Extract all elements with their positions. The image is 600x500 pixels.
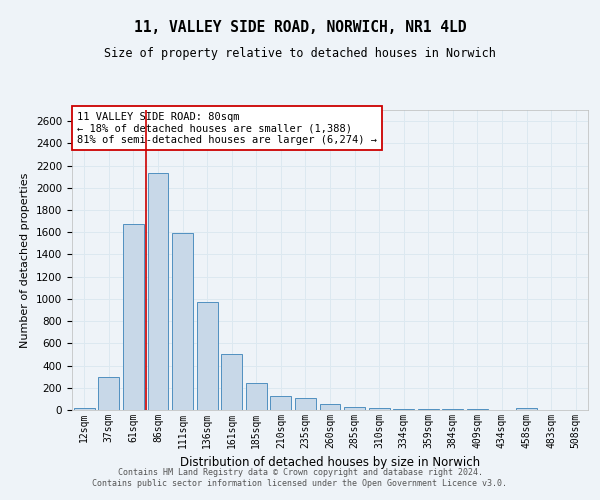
Bar: [295, 398, 316, 410]
Bar: [246, 383, 267, 410]
Y-axis label: Number of detached properties: Number of detached properties: [20, 172, 31, 348]
Bar: [368, 408, 389, 410]
Text: 11, VALLEY SIDE ROAD, NORWICH, NR1 4LD: 11, VALLEY SIDE ROAD, NORWICH, NR1 4LD: [134, 20, 466, 35]
Bar: [418, 408, 439, 410]
Bar: [123, 224, 144, 410]
Bar: [172, 234, 193, 410]
Text: 11 VALLEY SIDE ROAD: 80sqm
← 18% of detached houses are smaller (1,388)
81% of s: 11 VALLEY SIDE ROAD: 80sqm ← 18% of deta…: [77, 112, 377, 144]
Bar: [271, 396, 292, 410]
Bar: [516, 408, 537, 410]
X-axis label: Distribution of detached houses by size in Norwich: Distribution of detached houses by size …: [180, 456, 480, 469]
Bar: [393, 408, 414, 410]
Bar: [467, 408, 488, 410]
Bar: [148, 174, 169, 410]
Bar: [320, 404, 340, 410]
Text: Size of property relative to detached houses in Norwich: Size of property relative to detached ho…: [104, 48, 496, 60]
Bar: [74, 408, 95, 410]
Text: Contains HM Land Registry data © Crown copyright and database right 2024.
Contai: Contains HM Land Registry data © Crown c…: [92, 468, 508, 487]
Bar: [221, 354, 242, 410]
Bar: [98, 377, 119, 410]
Bar: [442, 408, 463, 410]
Bar: [197, 302, 218, 410]
Bar: [344, 407, 365, 410]
